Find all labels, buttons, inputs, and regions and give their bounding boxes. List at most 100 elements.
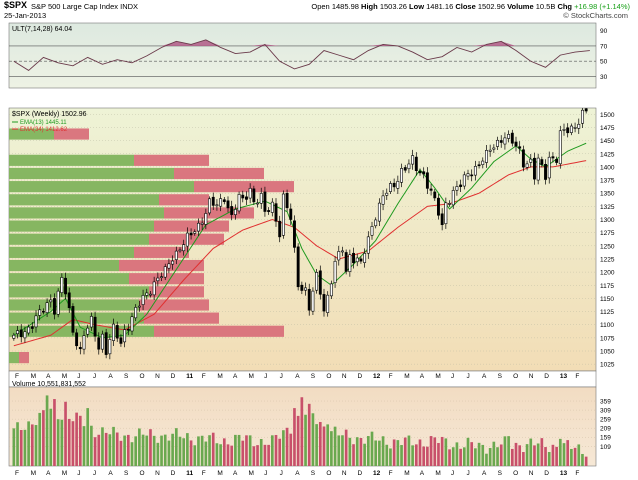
volume-bar-down [115, 432, 119, 466]
candle-down [300, 284, 304, 291]
volume-bar-down [307, 403, 311, 466]
volume-bar-down [230, 445, 234, 466]
volume-bar-up [145, 435, 149, 466]
volume-bar-up [378, 440, 381, 466]
volume-by-price-down-bar [129, 273, 204, 285]
volume-bar-down [551, 444, 555, 466]
x-axis-month-label: J [466, 470, 469, 477]
candle-down [403, 167, 407, 171]
candle-up [374, 219, 378, 227]
volume-y-tick: 259 [600, 417, 611, 424]
candle-down [289, 208, 293, 220]
candle-up [562, 129, 566, 131]
candle-down [425, 172, 429, 189]
x-axis-month-label: J [77, 373, 80, 380]
volume-bar-up [152, 435, 156, 466]
candle-up [473, 166, 477, 176]
symbol: $SPX [4, 0, 28, 10]
candle-down [189, 232, 193, 236]
volume-bar-down [352, 444, 355, 466]
volume-bar-down [499, 444, 503, 466]
candle-down [67, 292, 71, 309]
volume-by-price-up-bar [9, 207, 164, 219]
volume-bar-up [186, 433, 189, 466]
candle-down [318, 270, 322, 295]
volume-bar-down [267, 444, 270, 466]
candle-down [222, 199, 226, 202]
open-value: 1485.98 [331, 2, 359, 11]
x-axis-month-label: A [233, 470, 238, 477]
price-y-tick: 1225 [600, 256, 615, 263]
candle-up [270, 201, 274, 213]
volume-by-price-down-bar [54, 128, 89, 140]
x-axis-month-label: A [108, 470, 113, 477]
volume-bar-down [392, 439, 396, 466]
candle-down [477, 164, 481, 167]
volume-bar-up [56, 419, 60, 466]
x-axis-month-label: A [46, 373, 51, 380]
volume-bar-up [366, 436, 370, 466]
volume-bar-down [75, 412, 78, 466]
volume-bar-up [237, 434, 241, 466]
volume-bar-down [222, 438, 226, 466]
volume-bar-down [104, 432, 108, 466]
candle-up [82, 335, 86, 350]
price-y-tick: 1250 [600, 243, 615, 250]
volume-bar-up [315, 424, 318, 466]
volume-bar-down [518, 445, 522, 466]
candle-up [86, 327, 90, 335]
candle-up [34, 315, 38, 328]
candle-up [16, 330, 19, 335]
x-axis-month-label: F [389, 470, 393, 477]
x-axis-month-label: M [217, 470, 222, 477]
candle-down [584, 108, 588, 112]
x-axis-month-label: A [420, 470, 425, 477]
volume-bar-up [200, 435, 204, 466]
candle-down [533, 157, 536, 180]
volume-bar-down [422, 446, 426, 466]
volume-bar-down [300, 397, 304, 466]
volume-by-price-down-bar [134, 154, 209, 166]
candle-up [49, 299, 53, 303]
volume-bar-up [259, 439, 263, 466]
volume-by-price-down-bar [139, 299, 209, 311]
candle-up [185, 232, 189, 247]
x-axis-month-label: S [498, 470, 503, 477]
x-axis-month-label: D [357, 470, 362, 477]
candle-up [60, 277, 64, 293]
x-axis-month-label: N [342, 470, 347, 477]
candle-up [248, 188, 252, 199]
volume-bar-up [60, 419, 64, 466]
price-y-tick: 1125 [600, 309, 614, 316]
candle-down [211, 196, 215, 206]
volume-bar-down [30, 424, 34, 466]
candle-up [182, 244, 186, 252]
volume-bar-up [481, 444, 485, 466]
x-axis-month-label: J [77, 470, 80, 477]
quote-summary: Open 1485.98 High 1503.26 Low 1481.16 Cl… [311, 2, 630, 11]
volume-bar-up [326, 424, 330, 466]
x-axis-month-label: O [140, 470, 145, 477]
x-axis-month-label: N [342, 373, 347, 380]
candle-down [422, 171, 426, 175]
x-axis-month-label: J [451, 470, 454, 477]
volume-bar-up [49, 408, 53, 466]
volume-bar-down [470, 442, 474, 466]
volume-by-price-up-bar [9, 299, 139, 311]
volume-bar-up [341, 435, 344, 466]
volume-bar-down [540, 438, 544, 466]
candle-up [197, 222, 200, 232]
x-axis-month-label: F [389, 373, 393, 380]
candle-down [293, 220, 296, 248]
volume-by-price-up-bar [9, 312, 144, 324]
candle-up [355, 257, 359, 263]
volume-bar-up [141, 434, 145, 466]
x-axis-month-label: N [529, 373, 534, 380]
candle-down [459, 184, 463, 187]
price-y-tick: 1450 [600, 138, 615, 145]
candle-down [551, 156, 555, 159]
candle-up [558, 130, 562, 165]
x-axis-month-label: F [15, 470, 19, 477]
price-y-tick: 1025 [600, 362, 615, 369]
volume-by-price-up-bar [9, 181, 194, 193]
